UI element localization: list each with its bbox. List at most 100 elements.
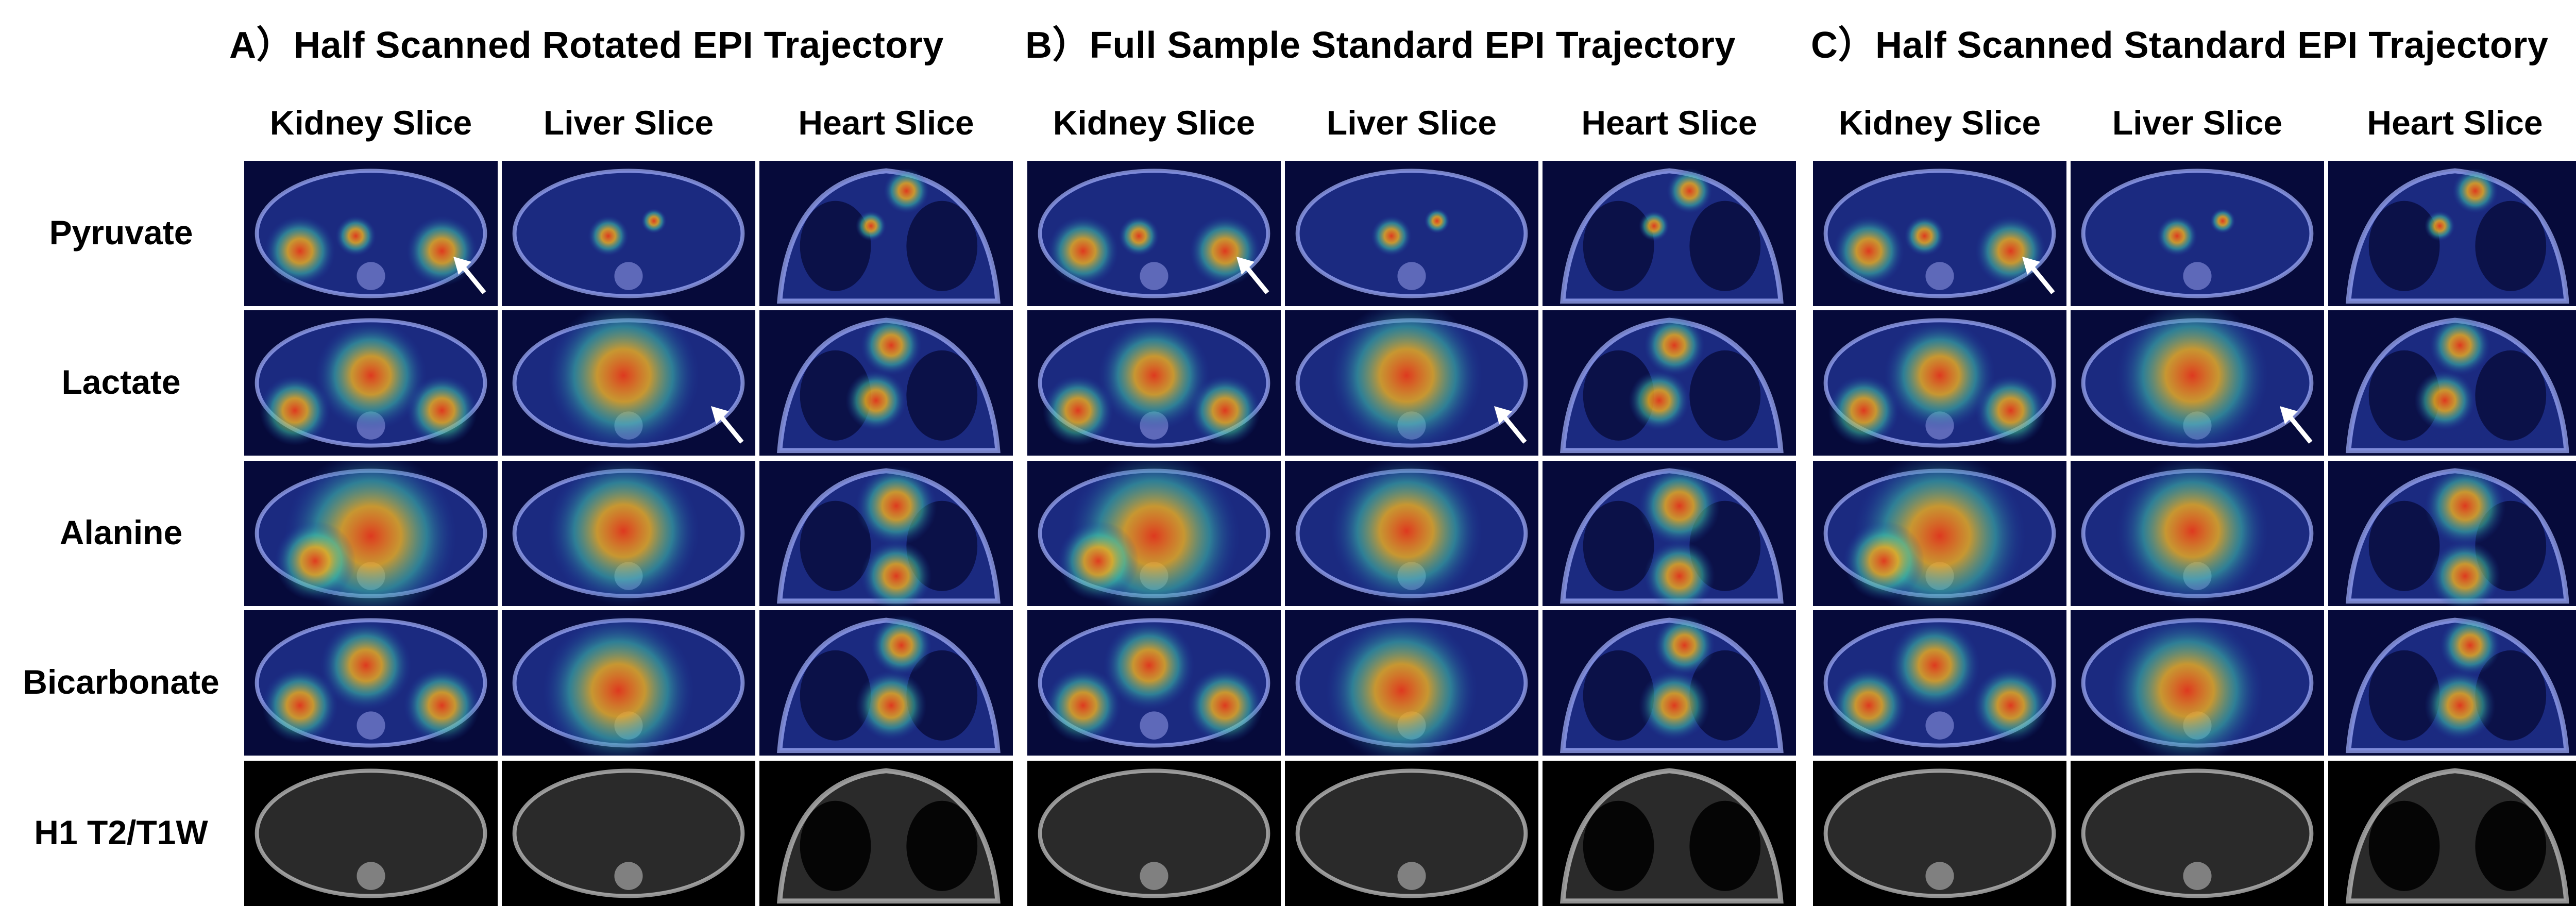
image-tile-graphic [2346, 615, 2569, 753]
image-tile-b-h1-t2-t1w-heart [1540, 759, 1798, 908]
arrow-icon [448, 252, 495, 298]
image-tile-graphic [1823, 318, 2056, 448]
image-tile-b-lactate-liver [1283, 308, 1540, 458]
column-header-kidney: Kidney Slice [269, 104, 472, 142]
arrow-icon [2017, 252, 2063, 298]
image-tile-graphic [1560, 615, 1784, 753]
image-tile-graphic [1560, 465, 1784, 606]
image-tile-b-lactate-kidney [1025, 308, 1283, 458]
image-tile-c-bicarbonate-liver [2069, 608, 2326, 758]
image-tile-a-bicarbonate-heart [757, 608, 1015, 758]
row-label-alanine: Alanine [59, 513, 183, 551]
image-tile-c-pyruvate-kidney [1811, 159, 2069, 308]
image-tile-b-pyruvate-liver [1283, 159, 1540, 308]
column-header-liver: Liver Slice [1326, 104, 1497, 142]
image-tile-b-alanine-kidney [1025, 459, 1283, 608]
image-tile-c-bicarbonate-kidney [1811, 608, 2069, 758]
image-tile-b-h1-t2-t1w-kidney [1025, 759, 1283, 908]
image-tile-a-pyruvate-heart [757, 159, 1015, 308]
image-tile-a-alanine-heart [757, 459, 1015, 608]
image-tile-c-h1-t2-t1w-liver [2069, 759, 2326, 908]
image-tile-graphic [512, 768, 745, 898]
image-tile-graphic [1823, 768, 2056, 898]
image-tile-graphic [2346, 768, 2569, 904]
image-tile-b-pyruvate-kidney [1025, 159, 1283, 308]
image-tile-c-pyruvate-heart [2326, 159, 2576, 308]
panel-title-b: B）Full Sample Standard EPI Trajectory [1025, 25, 1736, 66]
image-tile-graphic [1823, 461, 2056, 606]
image-tile-c-alanine-liver [2069, 459, 2326, 608]
panel-title-a: A）Half Scanned Rotated EPI Trajectory [229, 25, 944, 66]
image-tile-graphic [2081, 615, 2314, 756]
arrow-icon [1231, 252, 1278, 298]
image-tile-b-bicarbonate-kidney [1025, 608, 1283, 758]
arrow-icon [1489, 401, 1535, 447]
image-tile-graphic [512, 169, 745, 298]
image-tile-graphic [2081, 169, 2314, 298]
image-tile-c-lactate-heart [2326, 308, 2576, 458]
image-tile-graphic [2346, 465, 2569, 606]
image-tile-graphic [255, 618, 487, 748]
image-tile-b-alanine-heart [1540, 459, 1798, 608]
image-tile-a-h1-t2-t1w-kidney [242, 759, 500, 908]
image-tile-graphic [255, 318, 487, 448]
column-header-heart: Heart Slice [1581, 104, 1757, 142]
image-tile-graphic [1823, 169, 2056, 298]
image-tile-graphic [2346, 315, 2569, 454]
image-tile-a-lactate-kidney [242, 308, 500, 458]
image-tile-a-bicarbonate-kidney [242, 608, 500, 758]
image-tile-graphic [1823, 618, 2056, 748]
row-label-lactate: Lactate [61, 363, 181, 401]
image-tile-a-alanine-liver [500, 459, 757, 608]
panel-title-c: C）Half Scanned Standard EPI Trajectory [1811, 25, 2549, 66]
image-tile-c-bicarbonate-heart [2326, 608, 2576, 758]
image-tile-a-pyruvate-kidney [242, 159, 500, 308]
image-tile-a-h1-t2-t1w-liver [500, 759, 757, 908]
image-tile-c-lactate-kidney [1811, 308, 2069, 458]
row-label-bicarbonate: Bicarbonate [23, 663, 219, 701]
image-tile-a-alanine-kidney [242, 459, 500, 608]
image-tile-graphic [512, 615, 745, 756]
column-header-kidney: Kidney Slice [1838, 104, 2041, 142]
column-header-liver: Liver Slice [2112, 104, 2283, 142]
image-tile-graphic [1560, 315, 1784, 454]
column-header-heart: Heart Slice [798, 104, 974, 142]
image-tile-graphic [255, 768, 487, 898]
image-tile-b-h1-t2-t1w-liver [1283, 759, 1540, 908]
image-tile-graphic [1295, 615, 1528, 756]
image-tile-c-pyruvate-liver [2069, 159, 2326, 308]
arrow-icon [2275, 401, 2321, 447]
image-tile-b-bicarbonate-heart [1540, 608, 1798, 758]
image-tile-c-alanine-kidney [1811, 459, 2069, 608]
image-tile-graphic [1038, 618, 1270, 748]
image-tile-graphic [1295, 461, 1528, 606]
image-tile-graphic [1038, 768, 1270, 898]
image-tile-graphic [512, 461, 745, 606]
row-label-pyruvate: Pyruvate [49, 213, 193, 252]
image-tile-graphic [1295, 768, 1528, 898]
column-header-liver: Liver Slice [543, 104, 714, 142]
image-tile-graphic [1560, 168, 1784, 304]
image-tile-a-pyruvate-liver [500, 159, 757, 308]
image-tile-graphic [1295, 310, 1528, 451]
image-tile-graphic [2346, 168, 2569, 304]
image-tile-graphic [2081, 768, 2314, 898]
image-tile-c-h1-t2-t1w-kidney [1811, 759, 2069, 908]
image-tile-graphic [1038, 461, 1270, 606]
image-tile-a-h1-t2-t1w-heart [757, 759, 1015, 908]
image-tile-b-pyruvate-heart [1540, 159, 1798, 308]
image-tile-a-lactate-liver [500, 308, 757, 458]
image-tile-c-h1-t2-t1w-heart [2326, 759, 2576, 908]
image-tile-graphic [1038, 318, 1270, 448]
image-tile-graphic [512, 310, 745, 451]
image-tile-graphic [777, 768, 1001, 904]
column-header-kidney: Kidney Slice [1053, 104, 1256, 142]
row-label-h1-t2-t1w: H1 T2/T1W [34, 813, 208, 851]
image-tile-a-bicarbonate-liver [500, 608, 757, 758]
arrow-icon [706, 401, 752, 447]
image-tile-graphic [777, 615, 1001, 753]
image-tile-b-alanine-liver [1283, 459, 1540, 608]
image-tile-graphic [777, 168, 1001, 304]
image-tile-graphic [777, 465, 1001, 606]
image-tile-a-lactate-heart [757, 308, 1015, 458]
